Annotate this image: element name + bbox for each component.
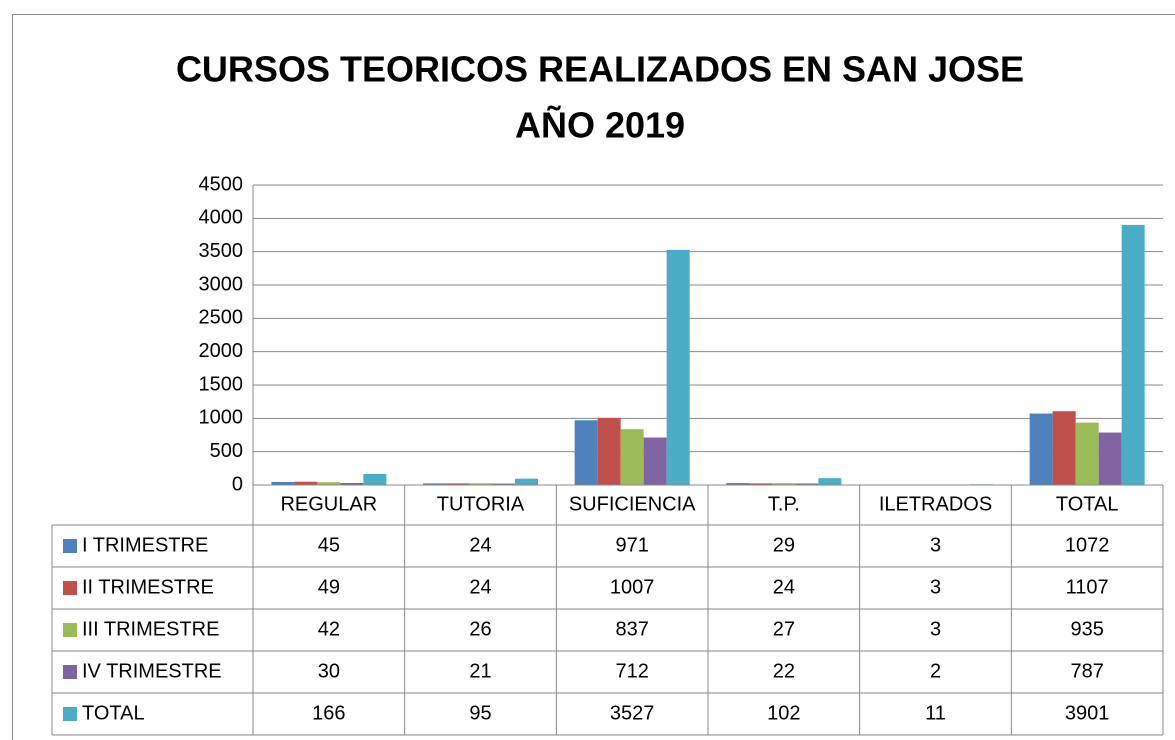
table-cell: 3 <box>930 576 941 598</box>
table-cell: 45 <box>318 534 340 556</box>
table-cell: 11 <box>925 702 946 724</box>
table-cell: 22 <box>773 660 795 682</box>
table-cell: 42 <box>318 618 340 640</box>
y-tick-label: 3500 <box>199 240 244 262</box>
bar <box>1052 411 1076 485</box>
table-cell: 30 <box>318 660 340 682</box>
category-label: TUTORIA <box>437 493 525 515</box>
table-cell: 2 <box>930 660 941 682</box>
table-cell: 24 <box>773 576 795 598</box>
y-tick-label: 500 <box>210 440 243 462</box>
legend-swatch <box>63 665 77 679</box>
bar <box>515 478 538 485</box>
table-cell: 3 <box>930 618 941 640</box>
table-cell: 102 <box>767 702 800 724</box>
table-cell: 837 <box>615 618 648 640</box>
legend-swatch <box>63 539 77 553</box>
category-label: REGULAR <box>280 493 377 515</box>
bar <box>363 473 387 485</box>
table-cell: 971 <box>615 534 648 556</box>
bar <box>620 429 644 485</box>
table-cell: 3 <box>930 534 941 556</box>
bar <box>772 483 796 485</box>
bar <box>317 482 341 485</box>
y-tick-label: 0 <box>232 473 243 495</box>
bar <box>271 482 295 485</box>
chart-title: AÑO 2019 <box>515 104 685 146</box>
table-cell: 49 <box>318 576 340 598</box>
legend-label: IV TRIMESTRE <box>82 660 222 682</box>
bar <box>1029 413 1053 485</box>
chart-title: CURSOS TEORICOS REALIZADOS EN SAN JOSE <box>176 49 1024 90</box>
chart-border <box>12 14 1175 740</box>
table-cell: 26 <box>469 618 491 640</box>
legend-swatch <box>63 581 77 595</box>
table-cell: 29 <box>773 534 795 556</box>
table-cell: 712 <box>615 660 648 682</box>
bar <box>666 249 690 485</box>
table-cell: 24 <box>469 534 491 556</box>
table-cell: 24 <box>469 576 491 598</box>
bar <box>795 483 819 485</box>
table-cell: 95 <box>469 702 491 724</box>
bar <box>492 483 515 485</box>
legend-swatch <box>63 707 77 721</box>
y-tick-label: 1500 <box>199 373 244 395</box>
bar <box>749 483 773 485</box>
y-tick-label: 2500 <box>199 307 244 329</box>
legend-label: TOTAL <box>82 702 145 724</box>
category-label: ILETRADOS <box>879 493 992 515</box>
bar <box>423 483 446 485</box>
table-cell: 3901 <box>1065 702 1110 724</box>
bar <box>294 481 318 485</box>
y-tick-label: 1000 <box>199 407 244 429</box>
bar <box>1121 224 1145 485</box>
table-cell: 3527 <box>610 702 655 724</box>
bar <box>469 483 492 485</box>
table-cell: 935 <box>1070 618 1103 640</box>
bar <box>643 437 667 485</box>
table-cell: 1107 <box>1066 576 1109 598</box>
bar <box>340 483 364 485</box>
table-cell: 1072 <box>1065 534 1110 556</box>
table-cell: 166 <box>312 702 345 724</box>
bar <box>597 417 621 485</box>
legend-label: I TRIMESTRE <box>82 534 208 556</box>
category-label: SUFICIENCIA <box>569 493 696 515</box>
bar <box>1075 422 1099 485</box>
bar <box>574 420 598 485</box>
category-label: TOTAL <box>1056 493 1119 515</box>
bar <box>1098 432 1122 485</box>
table-cell: 27 <box>773 618 795 640</box>
table-cell: 787 <box>1070 660 1103 682</box>
category-label: T.P. <box>768 493 800 515</box>
y-tick-label: 2000 <box>199 340 244 362</box>
bar <box>818 478 842 485</box>
y-tick-label: 4500 <box>199 173 244 195</box>
table-cell: 21 <box>469 660 491 682</box>
bar <box>446 483 469 485</box>
legend-swatch <box>63 623 77 637</box>
y-tick-label: 3000 <box>199 273 244 295</box>
legend-label: II TRIMESTRE <box>82 576 214 598</box>
legend-label: III TRIMESTRE <box>82 618 219 640</box>
table-cell: 1007 <box>610 576 655 598</box>
bar <box>726 483 750 485</box>
y-tick-label: 4000 <box>199 207 244 229</box>
